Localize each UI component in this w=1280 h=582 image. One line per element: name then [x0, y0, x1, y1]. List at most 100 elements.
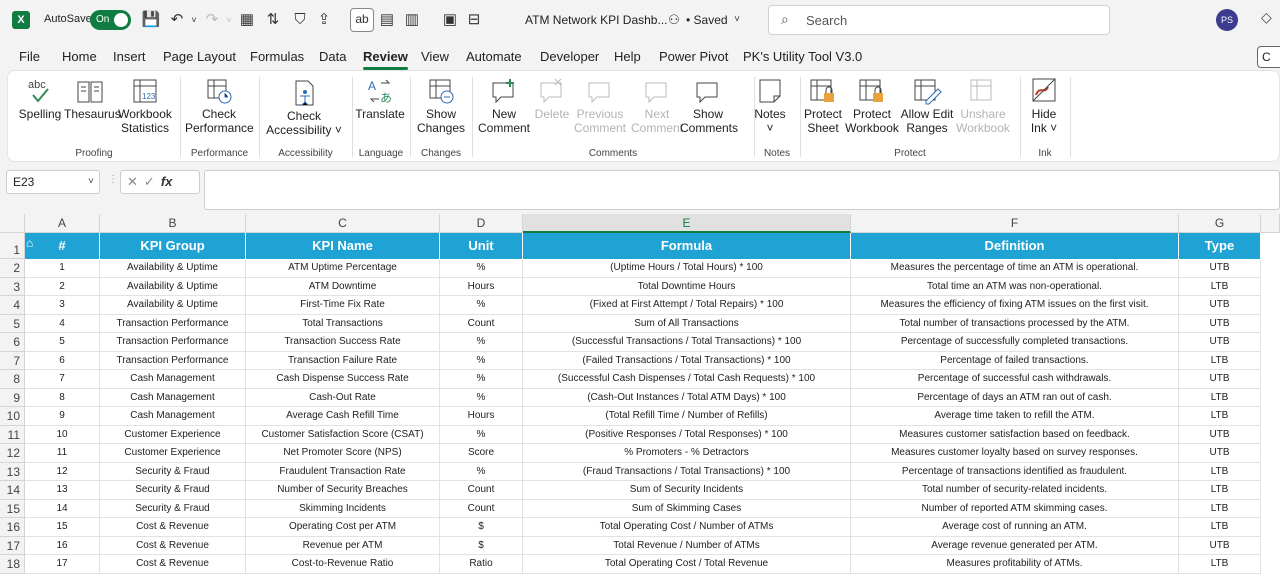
autosave-toggle[interactable]: On	[90, 10, 131, 30]
undo-dropdown-icon[interactable]: ˅	[191, 15, 197, 25]
tab-formulas[interactable]: Formulas	[250, 49, 305, 64]
table-cell[interactable]: Availability & Uptime	[100, 259, 246, 278]
table-cell[interactable]: (Cash-Out Instances / Total ATM Days) * …	[523, 388, 851, 407]
table-cell[interactable]: Percentage of successful cash withdrawal…	[851, 370, 1179, 389]
tab-view[interactable]: View	[421, 49, 449, 64]
table-cell[interactable]: 10	[25, 425, 100, 444]
table-cell[interactable]: Net Promoter Score (NPS)	[246, 444, 440, 463]
table-cell[interactable]: $	[440, 536, 523, 555]
protect-workbook-button[interactable]: Protect Workbook	[844, 77, 900, 135]
table-header-cell[interactable]: #	[25, 233, 100, 259]
table-cell[interactable]: Transaction Performance	[100, 351, 246, 370]
table-cell[interactable]: Cash Management	[100, 388, 246, 407]
calculator-icon[interactable]: ▥	[404, 11, 420, 28]
spelling-quick-icon[interactable]: ab	[350, 8, 374, 32]
table-cell[interactable]: %	[440, 388, 523, 407]
table-cell[interactable]: Total Transactions	[246, 314, 440, 333]
insert-function-icon[interactable]: fx	[160, 174, 173, 189]
table-cell[interactable]: Cash Management	[100, 407, 246, 426]
table-cell[interactable]: Measures profitability of ATMs.	[851, 555, 1179, 574]
table-cell[interactable]: Percentage of failed transactions.	[851, 351, 1179, 370]
table-cell[interactable]: Count	[440, 481, 523, 500]
tab-power-pivot[interactable]: Power Pivot	[659, 49, 729, 64]
table-cell[interactable]: 16	[25, 536, 100, 555]
table-cell[interactable]: Transaction Success Rate	[246, 333, 440, 352]
table-cell[interactable]: Measures the efficiency of fixing ATM is…	[851, 296, 1179, 315]
check-performance-button[interactable]: Check Performance	[185, 77, 254, 135]
table-cell[interactable]: 2	[25, 277, 100, 296]
protect-sheet-button[interactable]: Protect Sheet	[802, 77, 844, 135]
undo-icon[interactable]: ↶	[170, 11, 184, 28]
cancel-icon[interactable]: ✕	[127, 174, 144, 189]
avatar[interactable]: PS	[1216, 9, 1238, 31]
table-cell[interactable]: 5	[25, 333, 100, 352]
table-cell[interactable]: Score	[440, 444, 523, 463]
table-cell[interactable]: 9	[25, 407, 100, 426]
table-cell[interactable]: Security & Fraud	[100, 481, 246, 500]
search-box[interactable]: ⌕ Search	[768, 5, 1110, 35]
show-comments-button[interactable]: Show Comments	[680, 77, 738, 135]
table-cell[interactable]: Cash-Out Rate	[246, 388, 440, 407]
table-cell[interactable]: (Fraud Transactions / Total Transactions…	[523, 462, 851, 481]
tab-developer[interactable]: Developer	[540, 49, 600, 64]
table-cell[interactable]: % Promoters - % Detractors	[523, 444, 851, 463]
tab-insert[interactable]: Insert	[113, 49, 146, 64]
comments-button[interactable]: C	[1257, 46, 1280, 68]
column-header-d[interactable]: D	[440, 214, 523, 233]
table-cell[interactable]: Measures customer satisfaction based on …	[851, 425, 1179, 444]
table-cell[interactable]: 4	[25, 314, 100, 333]
table-cell[interactable]: Transaction Failure Rate	[246, 351, 440, 370]
table-cell[interactable]: 13	[25, 481, 100, 500]
column-header-c[interactable]: C	[246, 214, 440, 233]
row-header[interactable]: 2	[0, 259, 25, 278]
table-cell[interactable]: Customer Experience	[100, 444, 246, 463]
column-header-g[interactable]: G	[1179, 214, 1261, 233]
redo-icon[interactable]: ↷	[205, 11, 219, 28]
thesaurus-button[interactable]: Thesaurus	[64, 77, 121, 121]
table-cell[interactable]: UTB	[1179, 425, 1261, 444]
column-header-f[interactable]: F	[851, 214, 1179, 233]
table-cell[interactable]: 6	[25, 351, 100, 370]
row-header[interactable]: 14	[0, 481, 25, 500]
table-cell[interactable]: Average revenue generated per ATM.	[851, 536, 1179, 555]
table-cell[interactable]: Sum of Security Incidents	[523, 481, 851, 500]
chevron-down-icon[interactable]: ˅	[88, 176, 94, 187]
table-cell[interactable]: Number of Security Breaches	[246, 481, 440, 500]
name-box[interactable]: E23 ˅	[6, 170, 100, 194]
allow-edit-ranges-button[interactable]: Allow Edit Ranges	[898, 77, 956, 135]
row-header[interactable]: 1	[0, 233, 25, 259]
table-cell[interactable]: 12	[25, 462, 100, 481]
table-cell[interactable]: UTB	[1179, 536, 1261, 555]
table-cell[interactable]: Sum of All Transactions	[523, 314, 851, 333]
row-header[interactable]: 3	[0, 277, 25, 296]
table-header-cell[interactable]: KPI Name	[246, 233, 440, 259]
column-header-b[interactable]: B	[100, 214, 246, 233]
table-cell[interactable]: UTB	[1179, 314, 1261, 333]
table-cell[interactable]: Percentage of transactions identified as…	[851, 462, 1179, 481]
table-cell[interactable]: Sum of Skimming Cases	[523, 499, 851, 518]
table-cell[interactable]: %	[440, 425, 523, 444]
new-comment-button[interactable]: New Comment	[476, 77, 532, 135]
worksheet-grid[interactable]: A B C D E F G 1 2 3 4 5 6 7 8 9 10 11 12 13 14 15 16 17 18 # KPI G…	[0, 214, 1280, 582]
show-changes-button[interactable]: Show Changes	[413, 77, 469, 135]
row-header[interactable]: 6	[0, 333, 25, 352]
table-cell[interactable]: (Uptime Hours / Total Hours) * 100	[523, 259, 851, 278]
table-cell[interactable]: Ratio	[440, 555, 523, 574]
table-cell[interactable]: UTB	[1179, 370, 1261, 389]
table-cell[interactable]: Average cost of running an ATM.	[851, 518, 1179, 537]
table-cell[interactable]: %	[440, 351, 523, 370]
table-cell[interactable]: %	[440, 370, 523, 389]
tab-review[interactable]: Review	[363, 49, 408, 70]
table-cell[interactable]: LTB	[1179, 499, 1261, 518]
table-cell[interactable]: 11	[25, 444, 100, 463]
check-accessibility-button[interactable]: Check Accessibility ˅	[264, 79, 344, 137]
table-cell[interactable]: LTB	[1179, 462, 1261, 481]
table-cell[interactable]: Customer Experience	[100, 425, 246, 444]
row-header[interactable]: 13	[0, 462, 25, 481]
table-cell[interactable]: Count	[440, 499, 523, 518]
table-cell[interactable]: Availability & Uptime	[100, 277, 246, 296]
chevron-down-icon[interactable]: ˅	[734, 14, 740, 25]
table-cell[interactable]: ATM Uptime Percentage	[246, 259, 440, 278]
table-cell[interactable]: Measures customer loyalty based on surve…	[851, 444, 1179, 463]
table-cell[interactable]: UTB	[1179, 444, 1261, 463]
